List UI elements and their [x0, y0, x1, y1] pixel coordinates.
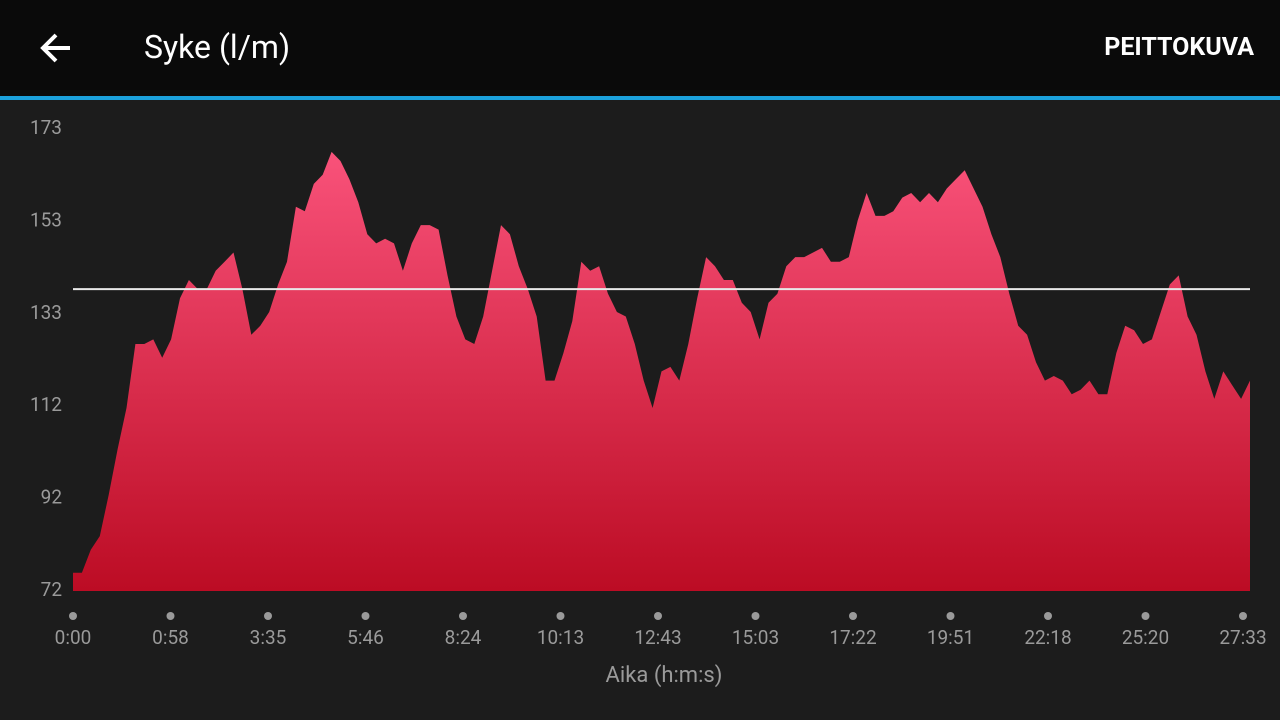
x-tick-label: 8:24 — [445, 626, 482, 649]
x-tick-dot — [1239, 612, 1247, 620]
x-tick-dot — [556, 612, 565, 620]
x-tick-label: 12:43 — [634, 626, 681, 649]
x-tick-dot — [166, 612, 175, 620]
y-tick-label: 153 — [30, 208, 62, 231]
x-tick-dot — [751, 612, 760, 620]
y-tick-label: 92 — [41, 486, 62, 509]
x-tick-dot — [459, 612, 467, 620]
overlay-button[interactable]: PEITTOKUVA — [1104, 33, 1254, 62]
x-tick-label: 27:33 — [1219, 626, 1266, 649]
x-tick-label: 0:00 — [55, 626, 92, 649]
x-tick-label: 10:13 — [537, 626, 584, 649]
x-tick-label: 0:58 — [152, 626, 189, 649]
x-tick-dot — [849, 612, 857, 620]
x-tick-label: 22:18 — [1024, 626, 1071, 649]
y-tick-label: 72 — [41, 578, 62, 601]
x-tick-dot — [654, 612, 662, 620]
x-tick-label: 25:20 — [1122, 626, 1169, 649]
x-tick-dot — [1141, 612, 1150, 620]
heart-rate-area — [73, 151, 1250, 591]
x-tick-label: 17:22 — [829, 626, 876, 649]
x-tick-label: 3:35 — [250, 626, 287, 649]
x-axis-label: Aika (h:m:s) — [606, 663, 723, 688]
y-tick-label: 112 — [30, 393, 62, 416]
x-tick-label: 5:46 — [347, 626, 384, 649]
x-tick-dot — [946, 612, 955, 620]
x-tick-label: 15:03 — [732, 626, 779, 649]
y-tick-label: 173 — [30, 116, 62, 139]
x-tick-dot — [361, 612, 370, 620]
screen-title: Syke (l/m) — [144, 28, 291, 66]
back-button[interactable] — [36, 28, 76, 68]
y-tick-label: 133 — [30, 301, 62, 324]
app-bar: Syke (l/m) PEITTOKUVA — [0, 0, 1280, 100]
x-tick-dot — [69, 612, 77, 620]
x-tick-dot — [1044, 612, 1052, 620]
x-tick-label: 19:51 — [927, 626, 974, 649]
x-tick-dot — [264, 612, 272, 620]
chart: Aika (h:m:s) 72 92 112 133 153 173 0:00 0:58 3:3… — [30, 116, 1267, 688]
